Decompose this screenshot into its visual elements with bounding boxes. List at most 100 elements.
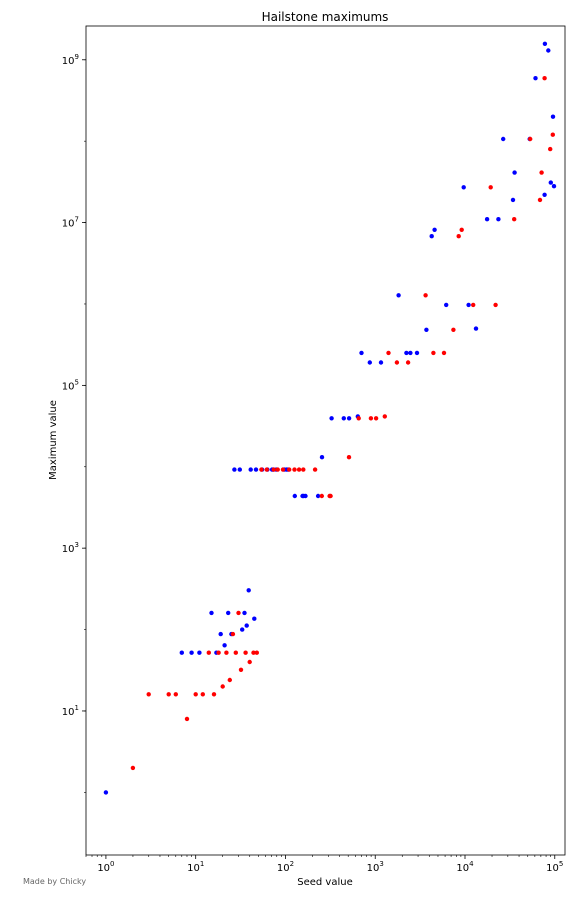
data-point xyxy=(193,692,198,697)
data-point xyxy=(533,76,538,81)
data-point xyxy=(146,692,151,697)
y-axis-ticks: 101 103 105 107 109 xyxy=(62,53,86,793)
data-point xyxy=(550,132,555,137)
data-point xyxy=(444,302,449,308)
data-point xyxy=(346,416,352,421)
data-point xyxy=(542,76,547,81)
data-point xyxy=(222,643,227,648)
data-point xyxy=(471,302,476,308)
data-point xyxy=(173,692,178,697)
data-point xyxy=(404,350,409,356)
data-point xyxy=(501,136,506,142)
data-point xyxy=(466,302,471,308)
data-point xyxy=(303,493,308,499)
data-point xyxy=(329,416,334,421)
data-point xyxy=(510,197,516,203)
data-point xyxy=(315,493,321,499)
data-point xyxy=(233,650,238,655)
data-point xyxy=(130,765,136,771)
data-point xyxy=(301,467,306,472)
data-point xyxy=(275,467,280,472)
data-point xyxy=(242,610,247,616)
data-point xyxy=(259,467,264,472)
x-axis-label: Seed value xyxy=(297,877,353,888)
data-point xyxy=(292,467,297,472)
data-point xyxy=(224,650,229,655)
data-point xyxy=(496,217,501,222)
data-point xyxy=(473,326,479,331)
data-point xyxy=(211,692,217,697)
data-point xyxy=(512,217,517,222)
data-point xyxy=(405,360,411,365)
data-point xyxy=(341,416,346,421)
data-point xyxy=(246,588,251,593)
data-point xyxy=(528,136,533,142)
data-point xyxy=(368,416,374,421)
chart-title: Hailstone maximums xyxy=(262,10,389,24)
data-point xyxy=(220,684,225,689)
data-point xyxy=(319,455,325,460)
x-tick-label: 100 xyxy=(97,860,114,874)
data-point xyxy=(244,623,249,628)
data-point xyxy=(197,650,202,655)
data-point xyxy=(394,360,400,365)
data-point xyxy=(431,350,436,356)
data-point xyxy=(367,360,372,365)
data-point xyxy=(459,227,464,232)
data-point xyxy=(179,650,184,655)
data-point xyxy=(408,350,413,356)
data-point xyxy=(248,467,253,472)
x-tick-label: 105 xyxy=(546,860,563,874)
y-axis-label: Maximum value xyxy=(48,400,59,480)
data-point xyxy=(227,677,232,683)
data-point xyxy=(539,170,544,175)
data-point xyxy=(218,631,223,637)
data-point xyxy=(209,610,214,616)
data-point xyxy=(386,350,391,356)
data-point xyxy=(189,650,194,655)
data-point xyxy=(271,467,276,472)
data-point xyxy=(414,350,420,356)
y-tick-label: 105 xyxy=(62,378,79,392)
data-point xyxy=(280,467,286,472)
data-point xyxy=(253,467,259,472)
data-point xyxy=(550,114,556,119)
data-point xyxy=(542,192,547,197)
data-point xyxy=(292,493,297,499)
data-point xyxy=(240,627,245,632)
data-point xyxy=(424,327,429,332)
data-point xyxy=(206,650,211,655)
data-point xyxy=(456,234,461,239)
points-layer xyxy=(103,41,557,795)
data-point xyxy=(432,227,437,232)
data-point xyxy=(312,467,318,472)
data-point xyxy=(166,692,171,697)
data-point xyxy=(328,493,333,499)
data-point xyxy=(451,327,456,332)
data-point xyxy=(243,650,248,655)
data-point xyxy=(264,467,269,472)
data-point xyxy=(542,41,548,46)
data-point xyxy=(296,467,302,472)
x-tick-label: 103 xyxy=(367,860,384,874)
data-point xyxy=(512,170,517,175)
data-point xyxy=(287,467,292,472)
data-point xyxy=(441,350,447,356)
data-point xyxy=(319,493,324,499)
data-point xyxy=(247,659,252,665)
x-axis-ticks: 100 101 102 103 104 105 xyxy=(85,855,563,874)
y-tick-label: 109 xyxy=(62,53,79,67)
data-point xyxy=(356,416,361,421)
y-tick-label: 107 xyxy=(62,216,79,230)
data-point xyxy=(251,650,256,655)
data-point xyxy=(200,692,205,697)
data-point xyxy=(226,610,231,616)
plot-area-frame xyxy=(85,25,566,856)
data-point xyxy=(382,414,387,419)
x-tick-label: 101 xyxy=(187,860,204,874)
data-point xyxy=(373,416,379,421)
data-point xyxy=(378,360,384,365)
data-point xyxy=(548,146,553,152)
